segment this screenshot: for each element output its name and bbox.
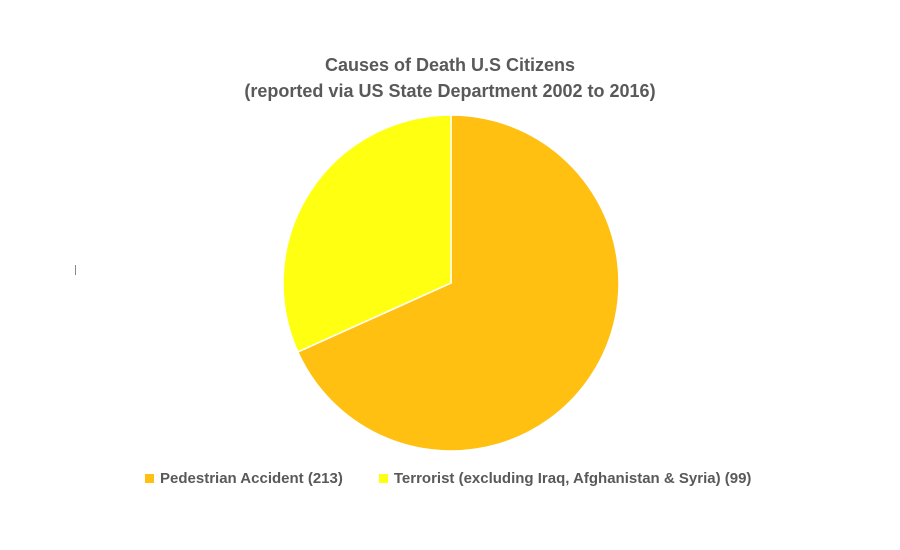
pie-slice-pedestrian-accident	[296, 114, 620, 452]
chart-title: Causes of Death U.S Citizens	[324, 55, 576, 75]
legend-label-pedestrian-accident: Pedestrian Accident (213)	[160, 470, 343, 487]
legend-swatch-terrorist	[378, 474, 388, 483]
legend-item-pedestrian-accident: Pedestrian Accident (213)	[145, 470, 343, 487]
legend-label-terrorist: Terrorist (excluding Iraq, Afghanistan &…	[393, 470, 752, 487]
stray-tick-mark	[75, 265, 76, 275]
pie-slice-terrorist	[282, 114, 452, 353]
chart-subtitle: (reported via US State Department 2002 t…	[244, 81, 656, 101]
legend-item-terrorist: Terrorist (excluding Iraq, Afghanistan &…	[378, 470, 752, 487]
legend-swatch-pedestrian-accident	[145, 474, 154, 483]
legend: Pedestrian Accident (213) Terrorist (exc…	[145, 470, 787, 487]
